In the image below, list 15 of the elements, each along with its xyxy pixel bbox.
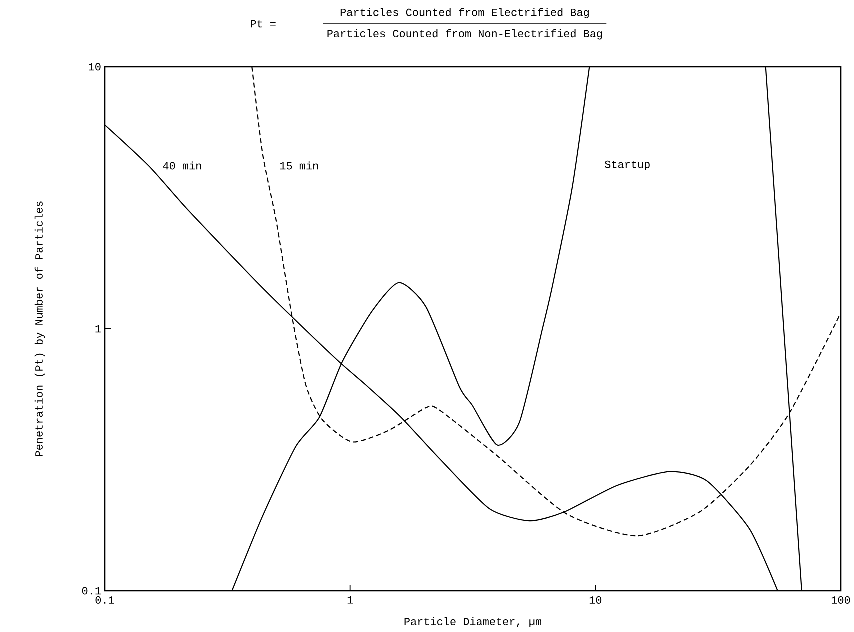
x-tick-label: 100: [832, 596, 850, 604]
x-axis-title: Particle Diameter, µm: [404, 617, 542, 628]
x-tick-label: 10: [590, 596, 602, 604]
y-axis-title: Penetration (Pt) by Number of Particles: [34, 202, 46, 456]
y-tick-label: 0.1: [82, 587, 101, 595]
chart-title: Particles Counted from Electrified Bag: [340, 8, 589, 18]
y-tick-label: 1: [96, 325, 101, 333]
chart-subtitle: Particles Counted from Non-Electrified Bag: [328, 30, 602, 40]
text: Pt =: [251, 20, 276, 28]
x-tick-label: 0.1: [96, 596, 114, 604]
series-label: 40 min: [163, 162, 202, 170]
y-tick-label: 10: [89, 63, 101, 71]
series-label: 15 min: [280, 162, 318, 170]
x-tick-label: 1: [348, 596, 354, 604]
text: Startup: [605, 160, 650, 171]
